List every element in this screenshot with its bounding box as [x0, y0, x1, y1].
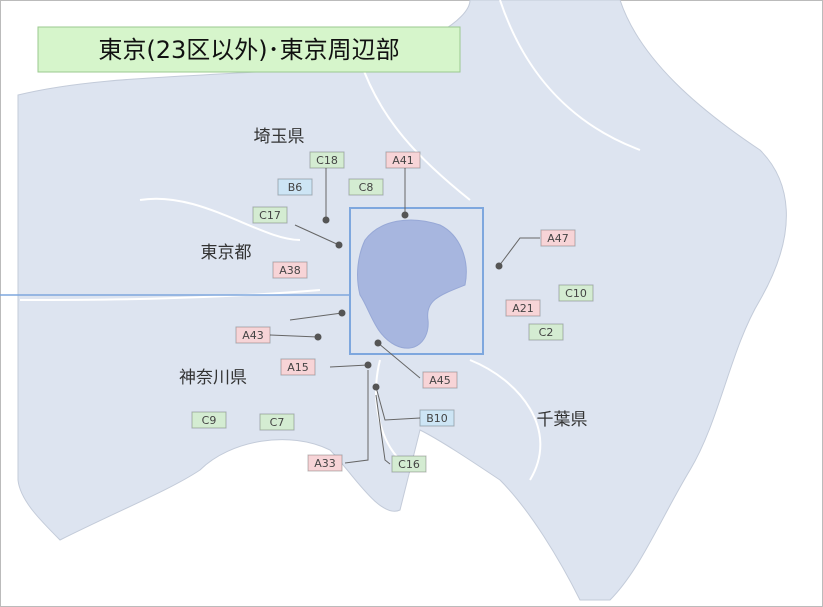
marker-box: [528, 323, 564, 341]
marker-code: A38: [279, 264, 301, 277]
marker-box: [348, 178, 384, 196]
title: 東京(23区以外)･東京周辺部: [98, 36, 399, 64]
marker-box: [259, 413, 295, 431]
marker-code: A33: [314, 457, 336, 470]
marker-code: C10: [565, 287, 587, 300]
marker-box: [191, 411, 227, 429]
marker-code: C18: [316, 154, 338, 167]
marker-box: [307, 454, 343, 472]
marker-code: A41: [392, 154, 414, 167]
marker-code: A21: [512, 302, 534, 315]
marker-code: A15: [287, 361, 309, 374]
prefecture-label: 埼玉県: [254, 127, 305, 147]
marker-code: C7: [270, 416, 285, 429]
borders: [19, 0, 641, 481]
marker-code: C8: [359, 181, 374, 194]
marker-box: [280, 358, 316, 376]
marker-code: C17: [259, 209, 281, 222]
marker-box: [309, 151, 345, 169]
dots: [314, 211, 503, 391]
marker-code: C2: [539, 326, 554, 339]
marker-code: B6: [288, 181, 303, 194]
marker-box: [235, 326, 271, 344]
prefecture-label: 千葉県: [537, 410, 588, 430]
marker-box: [558, 284, 594, 302]
marker-code: C16: [398, 458, 420, 471]
title-box: [37, 26, 461, 73]
focus-box: [349, 207, 484, 355]
marker-box: [252, 206, 288, 224]
marker-code: A47: [547, 232, 569, 245]
marker-box: [391, 455, 427, 473]
prefecture-label: 東京都: [201, 243, 252, 263]
marker-box: [277, 178, 313, 196]
marker-code: A43: [242, 329, 264, 342]
marker-box: [419, 409, 455, 427]
tokyo-23: [357, 219, 467, 349]
marker-code: A45: [429, 374, 451, 387]
marker-box: [272, 261, 308, 279]
prefecture-label: 神奈川県: [179, 368, 247, 388]
marker-code: B10: [426, 412, 448, 425]
marker-box: [540, 229, 576, 247]
marker-box: [505, 299, 541, 317]
leader-lines: [269, 168, 540, 465]
marker-code: C9: [202, 414, 217, 427]
marker-box: [385, 151, 421, 169]
marker-box: [422, 371, 458, 389]
